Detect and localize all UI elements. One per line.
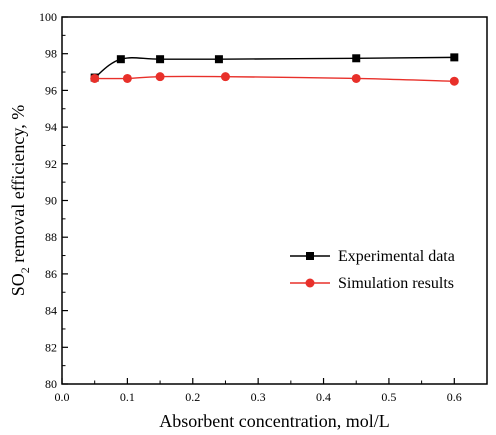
data-point-square (450, 53, 459, 62)
x-tick-label: 0.4 (316, 390, 331, 404)
y-axis-title-subscript: 2 (18, 267, 32, 273)
data-point-square (156, 55, 165, 64)
y-tick-label: 84 (45, 304, 57, 318)
x-tick-label: 0.0 (55, 390, 70, 404)
y-axis-title: SO2 removal efficiency, % (8, 105, 32, 296)
x-tick-label: 0.5 (381, 390, 396, 404)
y-axis-title-main: SO (8, 273, 28, 296)
y-tick-label: 82 (45, 340, 57, 354)
data-point-circle (155, 72, 165, 82)
legend-item-2: Simulation results (290, 275, 454, 292)
data-point-circle (351, 73, 361, 83)
x-tick-label: 0.3 (251, 390, 266, 404)
legend-label: Experimental data (338, 248, 455, 265)
legend: Experimental data Simulation results (290, 248, 455, 292)
series-line (94, 56, 455, 79)
plot-frame (61, 16, 488, 385)
series-line (94, 75, 455, 82)
y-tick-label: 100 (39, 10, 57, 24)
legend-marker-square (306, 252, 314, 260)
data-point-circle (122, 73, 132, 83)
x-tick-label: 0.2 (185, 390, 200, 404)
y-tick-label: 90 (45, 194, 57, 208)
legend-marker-circle (305, 278, 315, 288)
axis-tick-labels: 0.0 0.1 0.2 0.3 0.4 0.5 0.6 80 82 84 86 88 90 92 94 96 9… (39, 10, 462, 404)
axis-ticks (61, 16, 455, 385)
x-axis-title: Absorbent concentration, mol/L (159, 411, 389, 431)
data-point-circle (90, 73, 100, 83)
data-point-square (352, 54, 361, 63)
x-tick-label: 0.6 (447, 390, 462, 404)
x-tick-label: 0.1 (120, 390, 135, 404)
y-tick-label: 96 (45, 83, 57, 97)
y-tick-label: 92 (45, 157, 57, 171)
y-tick-label: 94 (45, 120, 57, 134)
y-tick-label: 86 (45, 267, 57, 281)
data-point-square (116, 55, 125, 64)
data-point-circle (449, 76, 459, 86)
series-group (90, 53, 459, 86)
y-tick-label: 80 (45, 377, 57, 391)
plot-border (61, 16, 488, 385)
data-point-square (214, 55, 223, 64)
series-2 (90, 72, 459, 86)
legend-item-1: Experimental data (290, 248, 455, 265)
y-tick-label: 98 (45, 47, 57, 61)
data-point-circle (220, 72, 230, 82)
y-axis-title-rest: removal efficiency, % (8, 105, 28, 267)
y-tick-label: 88 (45, 230, 57, 244)
legend-label: Simulation results (338, 275, 454, 292)
